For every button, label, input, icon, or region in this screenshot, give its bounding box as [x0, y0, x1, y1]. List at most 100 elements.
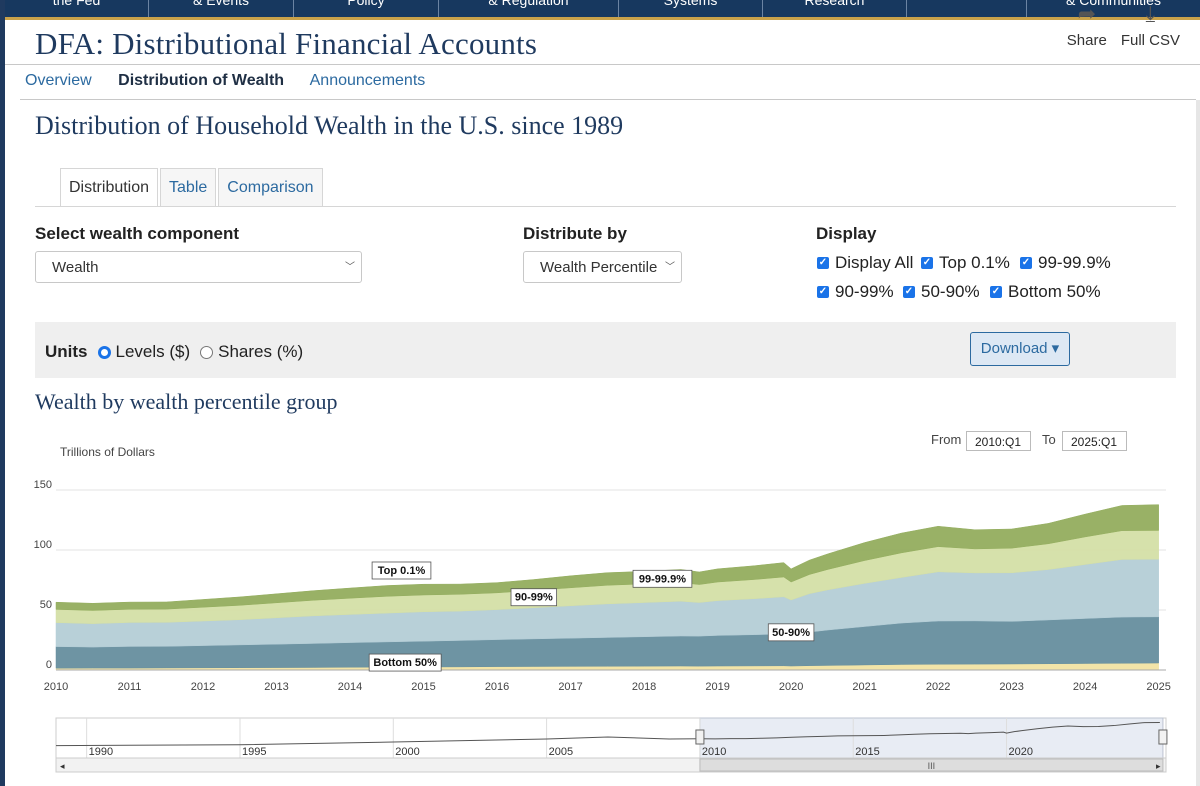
- flag-box-top-0-1-: [371, 561, 432, 580]
- x-tick-2020: 2020: [779, 681, 803, 693]
- x-tick-2024: 2024: [1073, 681, 1097, 693]
- x-tick-2014: 2014: [338, 681, 362, 693]
- navigator-handle-right[interactable]: [1158, 729, 1168, 745]
- x-tick-2010: 2010: [44, 681, 68, 693]
- display-label: Display: [816, 224, 877, 243]
- subnav-announcements[interactable]: Announcements: [309, 72, 426, 89]
- y-axis-label: Trillions of Dollars: [60, 445, 155, 459]
- levels-label: Levels ($): [115, 342, 191, 361]
- full-csv-label: Full CSV: [1120, 32, 1180, 49]
- left-edge-bar: [0, 0, 5, 786]
- top-0-1-label: Top 0.1%: [939, 253, 1010, 272]
- navigator-series-line: [55, 721, 1160, 747]
- topnav-item-8[interactable]: & Communities: [1066, 0, 1161, 8]
- flag-box-90-99-: [510, 588, 558, 607]
- tab-distribution[interactable]: Distribution: [60, 168, 159, 207]
- navigator-scrollbar: [55, 757, 1167, 773]
- share-label: Share: [1066, 32, 1107, 49]
- flag-text-99-99-9-: 99-99.9%: [639, 573, 686, 585]
- navigator-tick-2010: 2010: [702, 746, 726, 758]
- p99-99-9-checkbox[interactable]: ✓ 99-99.9%: [1020, 253, 1111, 273]
- from-label: From: [931, 432, 962, 447]
- p90-99-checkbox[interactable]: ✓ 90-99%: [817, 282, 894, 302]
- bottom-50-checkbox[interactable]: ✓ Bottom 50%: [990, 282, 1101, 302]
- to-input[interactable]: 2025:Q1: [1062, 431, 1127, 451]
- flag-text-bottom-50-: Bottom 50%: [373, 657, 437, 669]
- x-tick-2019: 2019: [705, 681, 729, 693]
- area-50-90-: [55, 616, 1159, 669]
- topnav-item-1[interactable]: the Fed: [5, 0, 149, 17]
- levels-radio[interactable]: [97, 345, 111, 359]
- flag-99-99-9-: 99-99.9%: [632, 569, 693, 588]
- distribute-select[interactable]: Wealth Percentile ﹀: [523, 251, 682, 283]
- topnav-item-7[interactable]: [907, 0, 1027, 17]
- subnav-distribution-of-wealth[interactable]: Distribution of Wealth: [118, 72, 285, 89]
- navigator-scroll-thumb[interactable]: [699, 758, 1164, 772]
- component-select-value: Wealth: [52, 259, 99, 276]
- flag-box-bottom-50-: [368, 653, 442, 672]
- subnav-overview[interactable]: Overview: [25, 72, 92, 89]
- share-button[interactable]: ➦ Share: [1066, 1, 1107, 50]
- download-button[interactable]: Download ▾: [970, 332, 1070, 366]
- flag-50-90-: 50-90%: [767, 623, 815, 642]
- subnav-divider: [20, 99, 1196, 100]
- checkbox-checked-icon: ✓: [990, 286, 1002, 298]
- units-label: Units: [45, 342, 88, 361]
- navigator-selection: [699, 717, 1164, 759]
- page-title: DFA: Distributional Financial Accounts: [35, 26, 538, 61]
- navigator-tick-2000: 2000: [395, 746, 419, 758]
- sub-navigation: Overview Distribution of Wealth Announce…: [25, 72, 447, 90]
- y-tick-150: 150: [34, 479, 52, 491]
- section-heading: Distribution of Household Wealth in the …: [35, 111, 624, 140]
- page-scrollbar[interactable]: [1196, 100, 1200, 786]
- tabs-baseline: [35, 206, 1176, 207]
- top-0-1-checkbox[interactable]: ✓ Top 0.1%: [921, 253, 1010, 273]
- display-all-checkbox[interactable]: ✓ Display All: [817, 253, 913, 273]
- navigator-tick-2015: 2015: [855, 746, 879, 758]
- chart-title: Wealth by wealth percentile group: [35, 389, 338, 414]
- navigator-tick-1990: 1990: [89, 746, 113, 758]
- x-tick-2017: 2017: [558, 681, 582, 693]
- flag-90-99-: 90-99%: [510, 588, 558, 607]
- shares-radio[interactable]: [200, 345, 214, 359]
- checkbox-checked-icon: ✓: [817, 257, 829, 269]
- navigator-tick-1995: 1995: [242, 746, 266, 758]
- to-label: To: [1042, 432, 1056, 447]
- x-tick-2022: 2022: [926, 681, 950, 693]
- flag-text-top-0-1-: Top 0.1%: [378, 565, 426, 577]
- navigator-tick-2020: 2020: [1009, 746, 1033, 758]
- topnav-item-3[interactable]: Policy: [294, 0, 439, 17]
- p99-99-9-label: 99-99.9%: [1038, 253, 1111, 272]
- p50-90-checkbox[interactable]: ✓ 50-90%: [903, 282, 980, 302]
- x-tick-2016: 2016: [485, 681, 509, 693]
- checkbox-checked-icon: ✓: [817, 286, 829, 298]
- chevron-down-icon: ﹀: [665, 262, 675, 273]
- units-bar: Units Levels ($) Shares (%) Download ▾: [35, 322, 1176, 378]
- x-tick-2015: 2015: [411, 681, 435, 693]
- topnav-item-6[interactable]: Research: [763, 0, 907, 17]
- scroll-left-arrow-icon: ◂: [60, 761, 65, 771]
- p90-99-label: 90-99%: [835, 282, 894, 301]
- topnav-item-5[interactable]: Systems: [619, 0, 763, 17]
- display-all-label: Display All: [835, 253, 914, 272]
- x-tick-2018: 2018: [632, 681, 656, 693]
- x-tick-2025: 2025: [1146, 681, 1170, 693]
- checkbox-checked-icon: ✓: [921, 257, 933, 269]
- tab-comparison[interactable]: Comparison: [218, 168, 323, 206]
- y-tick-50: 50: [40, 599, 52, 611]
- navigator-handle-left[interactable]: [695, 729, 705, 745]
- component-select[interactable]: Wealth ﹀: [35, 251, 362, 283]
- full-csv-button[interactable]: ⤓ Full CSV: [1120, 2, 1180, 50]
- navigator-frame: [55, 717, 1167, 759]
- area-top-0-1-: [55, 504, 1159, 611]
- tab-table[interactable]: Table: [160, 168, 217, 206]
- chevron-down-icon: ﹀: [345, 262, 355, 273]
- flag-box-99-99-9-: [632, 569, 693, 588]
- from-input[interactable]: 2010:Q1: [966, 431, 1031, 451]
- topnav-item-4[interactable]: & Regulation: [439, 0, 619, 17]
- y-tick-100: 100: [34, 539, 52, 551]
- share-icon: ➦: [1077, 1, 1097, 26]
- header-divider: [5, 64, 1200, 65]
- component-label: Select wealth component: [35, 224, 240, 243]
- topnav-item-2[interactable]: & Events: [149, 0, 294, 17]
